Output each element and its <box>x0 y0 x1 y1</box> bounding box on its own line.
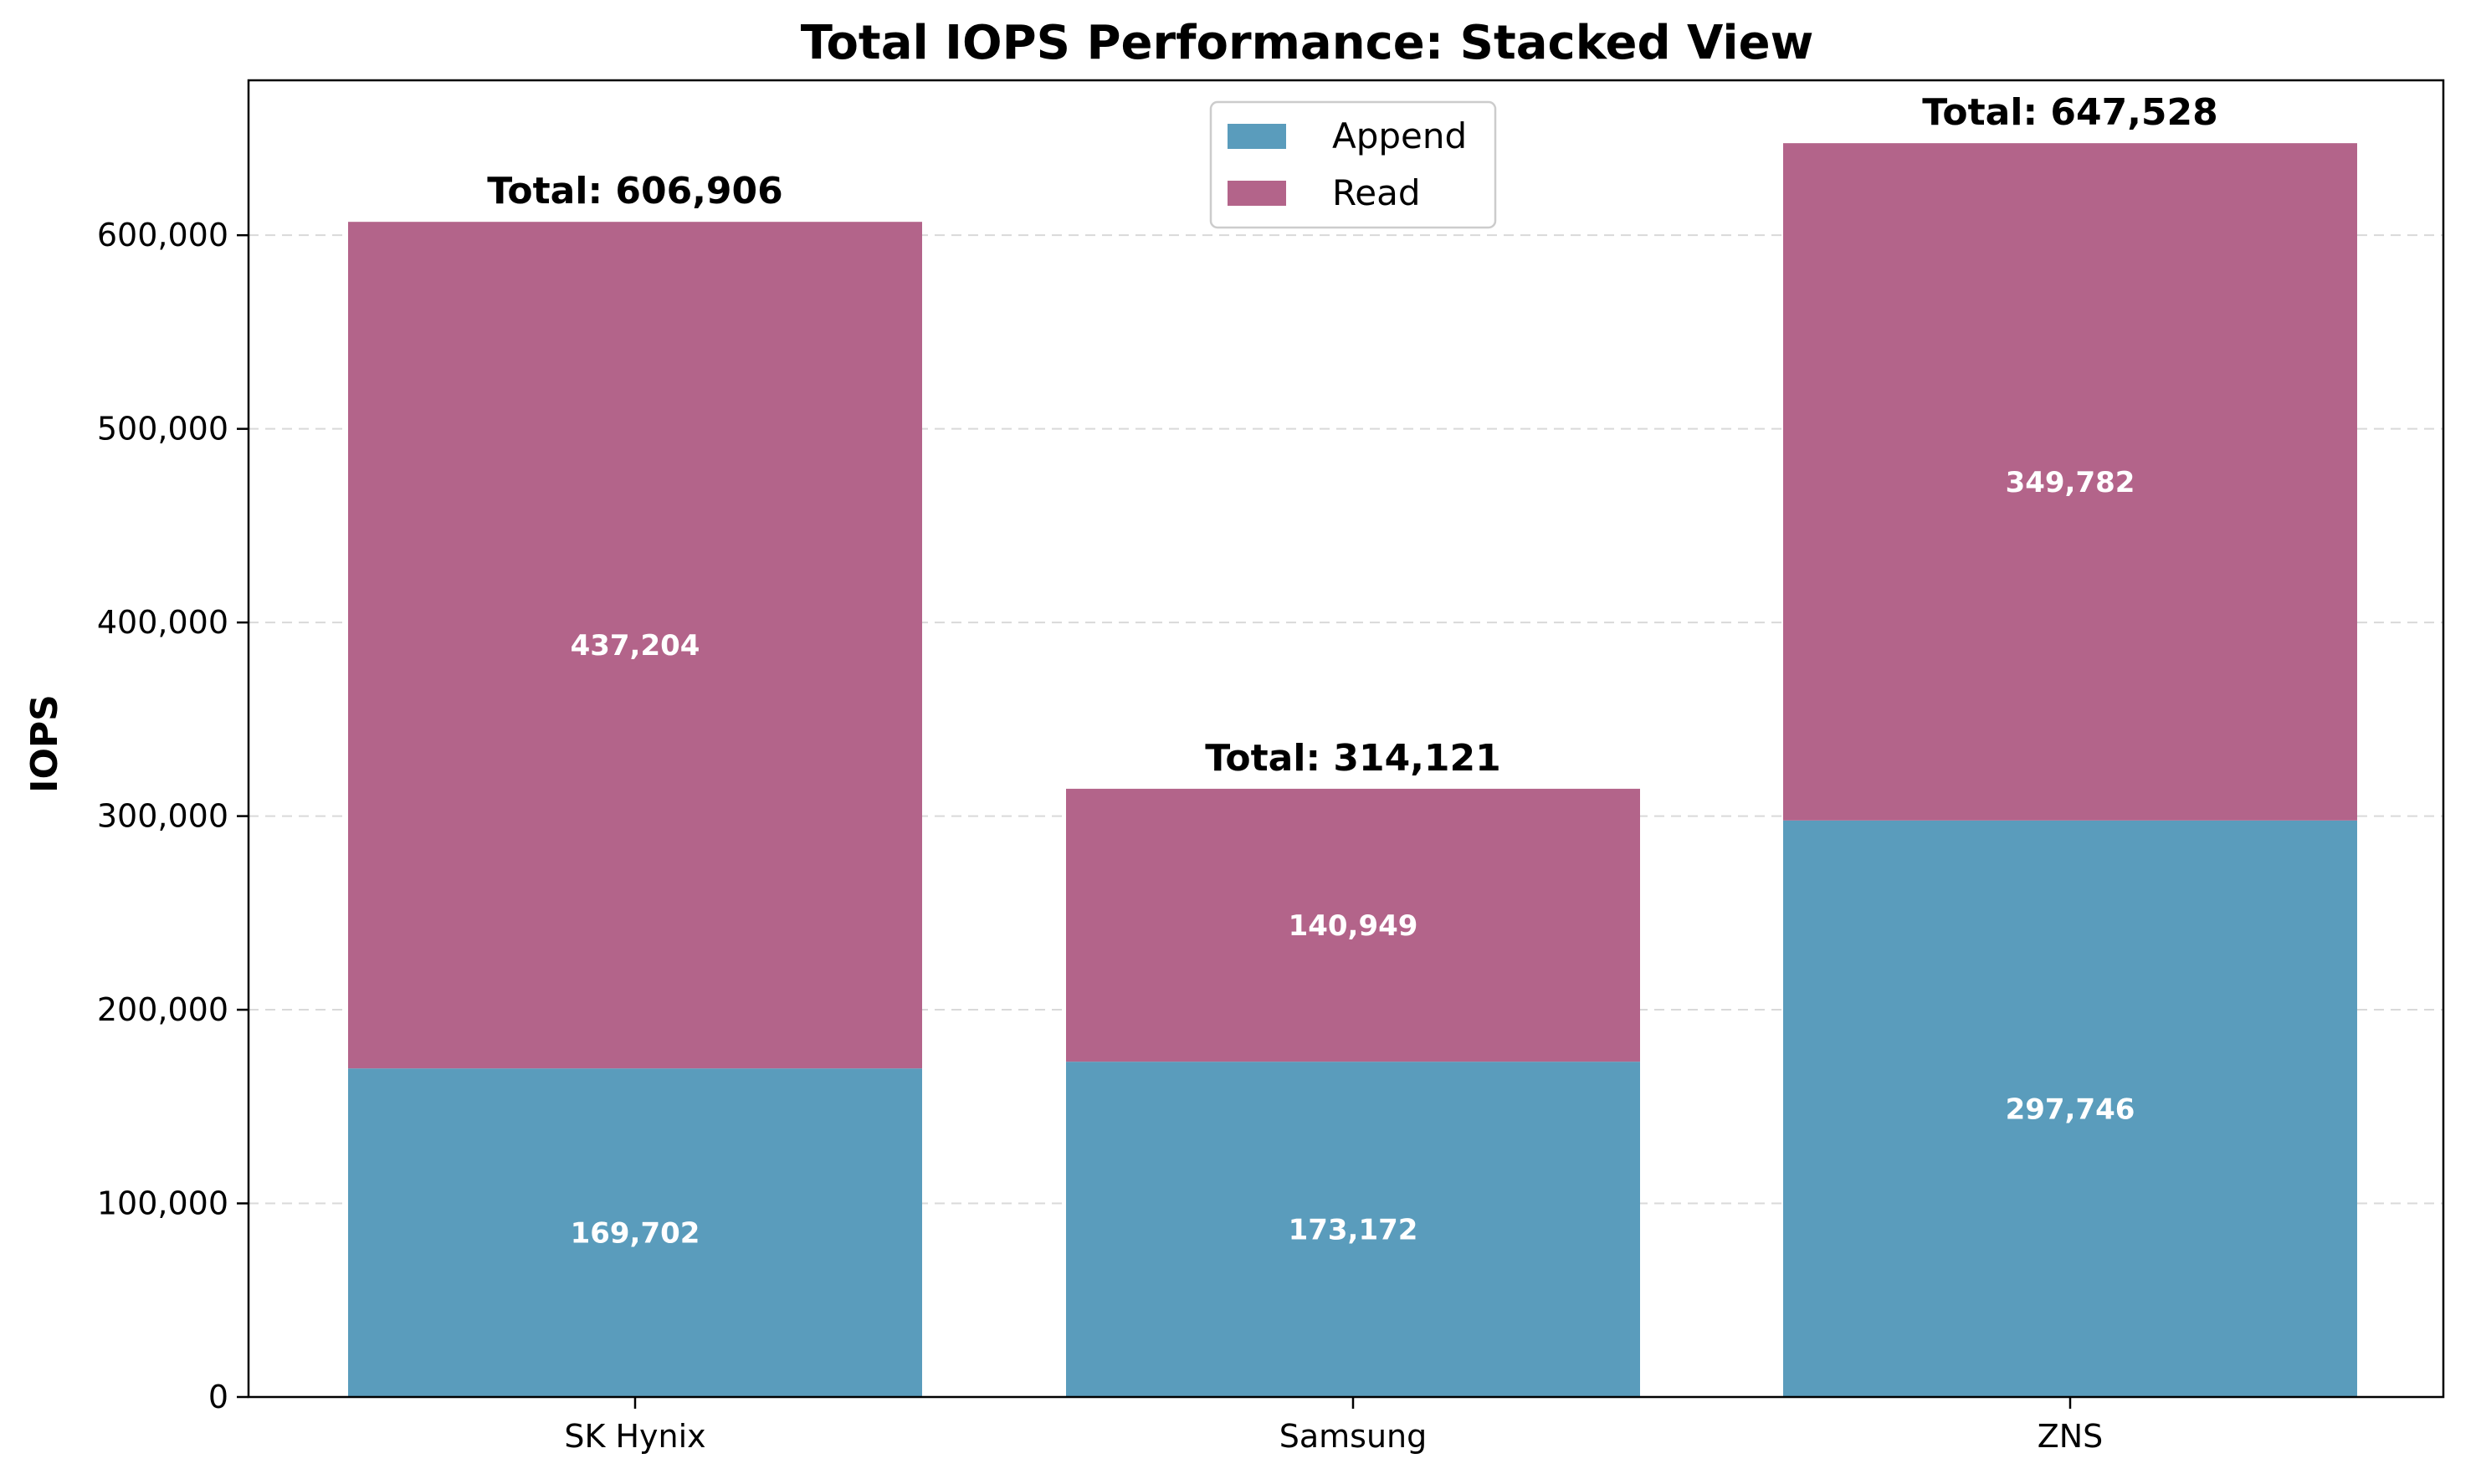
y-tick-label: 200,000 <box>97 991 228 1028</box>
segment-value-label: 349,782 <box>2006 466 2135 499</box>
legend: Append Read <box>1211 102 1495 228</box>
x-tick-label: ZNS <box>2038 1418 2104 1455</box>
total-label: Total: 647,528 <box>1922 91 2218 134</box>
legend-swatch-read <box>1228 181 1286 206</box>
y-tick-label: 600,000 <box>97 217 228 253</box>
segment-value-label: 169,702 <box>571 1217 700 1251</box>
chart-title: Total IOPS Performance: Stacked View <box>801 16 1814 70</box>
total-label: Total: 314,121 <box>1205 737 1501 780</box>
segment-value-label: 437,204 <box>571 629 700 663</box>
x-tick-label: SK Hynix <box>564 1418 705 1455</box>
segment-value-label: 173,172 <box>1289 1214 1418 1247</box>
y-tick-label: 0 <box>208 1379 228 1415</box>
x-tick-label: Samsung <box>1279 1418 1428 1455</box>
total-label: Total: 606,906 <box>487 170 783 212</box>
y-tick-label: 400,000 <box>97 604 228 641</box>
legend-label-read: Read <box>1332 172 1421 213</box>
y-tick-label: 500,000 <box>97 411 228 448</box>
y-tick-label: 100,000 <box>97 1185 228 1222</box>
y-axis-label: IOPS <box>23 694 66 793</box>
segment-value-label: 297,746 <box>2006 1093 2135 1126</box>
segment-value-label: 140,949 <box>1289 909 1418 943</box>
legend-swatch-append <box>1228 124 1286 149</box>
legend-label-append: Append <box>1332 115 1467 156</box>
y-tick-label: 300,000 <box>97 798 228 835</box>
